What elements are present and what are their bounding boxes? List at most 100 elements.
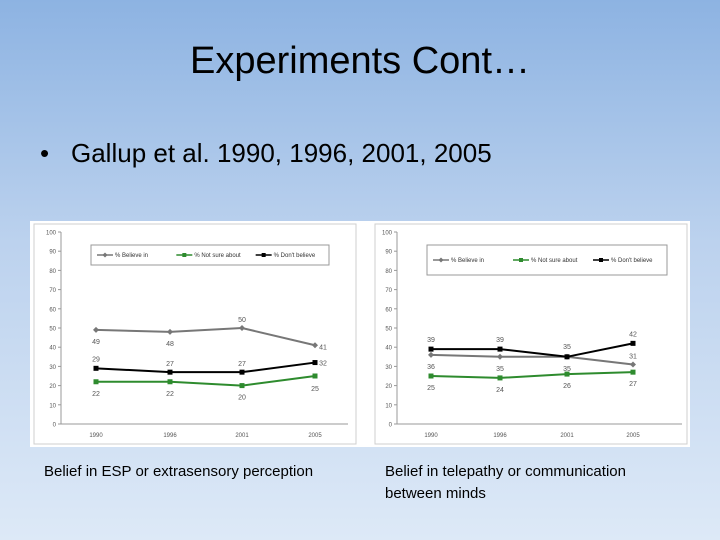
data-label: 24	[496, 387, 504, 394]
data-point	[428, 373, 434, 379]
data-label: 26	[563, 383, 571, 390]
bullet-text: Gallup et al. 1990, 1996, 2001, 2005	[71, 138, 492, 168]
legend-marker	[102, 252, 108, 258]
series-line-0	[95, 326, 316, 347]
legend-marker	[599, 258, 603, 262]
data-point	[428, 346, 434, 352]
x-tick-label: 2001	[235, 433, 249, 439]
data-point	[630, 340, 636, 346]
data-label: 25	[311, 386, 319, 393]
legend-label: % Don't believe	[274, 253, 316, 259]
data-point	[564, 354, 570, 360]
legend-label: % Not sure about	[531, 258, 578, 264]
data-label: 22	[92, 391, 100, 398]
legend-label: % Believe in	[115, 253, 148, 259]
y-tick-label: 100	[46, 231, 57, 237]
data-point	[497, 353, 503, 360]
data-point	[167, 379, 173, 385]
series-line-1	[430, 371, 634, 379]
slide-title: Experiments Cont…	[189, 40, 530, 82]
legend-label: % Not sure about	[194, 253, 241, 259]
data-point	[93, 326, 99, 333]
data-label: 25	[427, 385, 435, 392]
series-line-1	[96, 375, 316, 387]
x-tick-label: 2001	[560, 433, 574, 439]
legend-marker	[519, 258, 523, 262]
y-tick-label: 0	[53, 423, 57, 429]
data-point	[312, 342, 318, 349]
data-point	[497, 346, 503, 352]
data-point	[312, 373, 318, 379]
series-line-0	[430, 353, 634, 366]
y-tick-label: 100	[382, 231, 393, 237]
data-point	[93, 379, 99, 385]
bullet-marker: •	[40, 138, 50, 168]
data-point	[564, 371, 570, 377]
legend-marker	[438, 257, 444, 263]
data-label: 35	[563, 344, 571, 351]
caption-esp: Belief in ESP or extrasensory perception	[44, 463, 314, 480]
series-line-2	[431, 342, 634, 358]
data-point	[630, 369, 636, 375]
data-point	[428, 351, 434, 358]
data-label: 22	[166, 391, 174, 398]
y-tick-label: 60	[49, 307, 56, 313]
y-tick-label: 80	[49, 269, 56, 275]
y-tick-label: 10	[49, 403, 56, 409]
data-label: 36	[427, 364, 435, 371]
data-point	[167, 328, 173, 335]
x-tick-label: 2005	[308, 433, 322, 439]
y-tick-label: 40	[49, 346, 56, 352]
data-label: 35	[496, 366, 504, 373]
y-tick-label: 90	[385, 250, 392, 256]
data-label: 27	[238, 361, 246, 368]
x-tick-label: 1996	[493, 433, 507, 439]
data-label: 50	[238, 317, 246, 324]
y-tick-label: 40	[385, 346, 392, 352]
legend-box-0	[90, 244, 330, 266]
data-point	[93, 365, 99, 371]
y-tick-label: 80	[385, 269, 392, 275]
y-tick-label: 90	[49, 250, 56, 256]
data-label: 39	[427, 337, 435, 344]
data-label: 27	[166, 361, 174, 368]
y-tick-label: 50	[385, 327, 392, 333]
series-line-2	[95, 361, 316, 374]
data-label: 20	[238, 395, 246, 402]
data-label: 29	[92, 356, 100, 363]
data-label: 39	[496, 337, 504, 344]
x-tick-label: 1990	[424, 433, 438, 439]
y-tick-label: 0	[389, 423, 393, 429]
data-point	[497, 375, 503, 381]
data-point	[167, 369, 173, 375]
data-point	[239, 383, 245, 389]
y-tick-label: 70	[49, 288, 56, 294]
x-tick-label: 1996	[163, 433, 177, 439]
chart-figure: 0 10 20 30 40 50 60 70 80 90 100 1990 1996 2001 2005% …	[30, 221, 690, 447]
legend-marker	[261, 253, 266, 257]
legend-box-1	[426, 244, 668, 276]
y-tick-label: 20	[49, 384, 56, 390]
data-label: 41	[319, 344, 327, 351]
y-tick-label: 20	[385, 384, 392, 390]
data-point	[630, 361, 636, 368]
x-tick-label: 1990	[89, 433, 103, 439]
data-label: 48	[166, 341, 174, 348]
data-point	[239, 369, 245, 375]
y-tick-label: 30	[385, 365, 392, 371]
data-label: 35	[563, 366, 571, 373]
data-label: 31	[629, 353, 637, 360]
data-point	[239, 325, 245, 331]
caption-telepathy: Belief in telepathy or communication bet…	[385, 463, 626, 502]
data-label: 32	[319, 361, 327, 368]
data-label: 27	[629, 381, 637, 388]
y-tick-label: 10	[385, 403, 392, 409]
legend-label: % Believe in	[451, 258, 484, 264]
y-tick-label: 60	[385, 307, 392, 313]
legend-label: % Don't believe	[611, 258, 653, 264]
data-point	[312, 360, 318, 366]
legend-marker	[182, 253, 187, 257]
data-label: 42	[629, 331, 637, 338]
data-label: 49	[92, 339, 100, 346]
